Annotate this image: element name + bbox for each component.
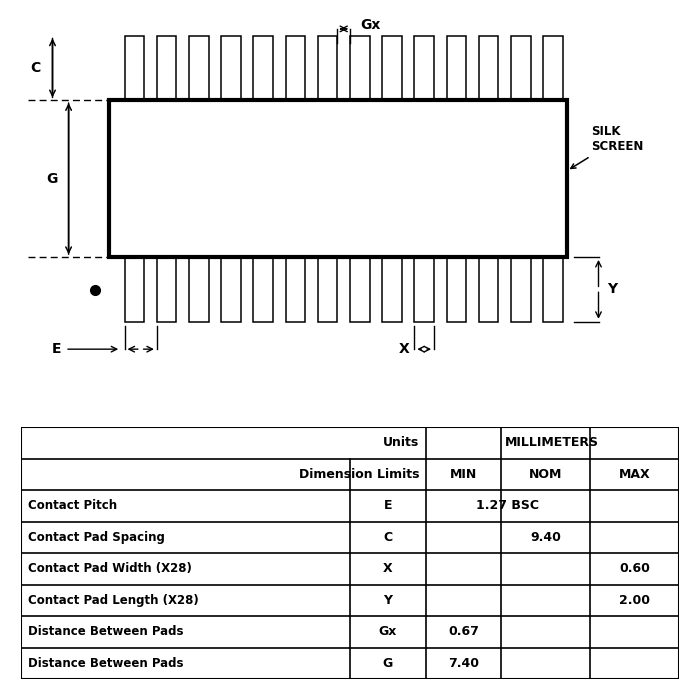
Bar <box>447 257 466 322</box>
Bar <box>157 36 176 100</box>
Text: Gx: Gx <box>379 625 397 638</box>
Bar <box>286 36 305 100</box>
Bar <box>350 257 370 322</box>
Text: Y: Y <box>384 594 392 607</box>
Text: E: E <box>52 342 62 356</box>
Text: MILLIMETERS: MILLIMETERS <box>505 436 599 449</box>
Bar <box>318 257 337 322</box>
Text: MAX: MAX <box>619 468 650 481</box>
Text: Y: Y <box>608 282 617 296</box>
Bar <box>543 36 563 100</box>
Text: X: X <box>399 342 409 356</box>
Text: 9.40: 9.40 <box>531 531 561 544</box>
Bar <box>511 257 531 322</box>
Text: Contact Pad Length (X28): Contact Pad Length (X28) <box>27 594 198 607</box>
Text: 0.67: 0.67 <box>448 625 479 638</box>
Text: 7.40: 7.40 <box>448 657 479 670</box>
Text: 1.27 BSC: 1.27 BSC <box>477 499 540 512</box>
Bar <box>108 100 567 257</box>
Text: Distance Between Pads: Distance Between Pads <box>27 657 183 670</box>
Bar <box>189 257 209 322</box>
Text: X: X <box>383 562 393 575</box>
Bar <box>479 257 498 322</box>
Bar <box>382 257 402 322</box>
Bar <box>125 36 144 100</box>
Bar <box>318 36 337 100</box>
Text: Gx: Gx <box>360 18 381 32</box>
Bar <box>447 36 466 100</box>
Text: Contact Pitch: Contact Pitch <box>27 499 117 512</box>
Text: SILK
SCREEN: SILK SCREEN <box>570 125 644 169</box>
Bar <box>511 36 531 100</box>
Text: Contact Pad Width (X28): Contact Pad Width (X28) <box>27 562 192 575</box>
Text: Units: Units <box>383 436 419 449</box>
Bar <box>125 257 144 322</box>
Bar <box>221 36 241 100</box>
Bar <box>382 36 402 100</box>
Bar <box>221 257 241 322</box>
Text: Contact Pad Spacing: Contact Pad Spacing <box>27 531 164 544</box>
Text: Dimension Limits: Dimension Limits <box>299 468 419 481</box>
Text: C: C <box>384 531 393 544</box>
Bar <box>253 36 273 100</box>
Bar <box>543 257 563 322</box>
Text: G: G <box>47 172 58 186</box>
Text: G: G <box>383 657 393 670</box>
Text: C: C <box>30 61 41 75</box>
Bar <box>479 36 498 100</box>
Text: 2.00: 2.00 <box>619 594 650 607</box>
Bar <box>286 257 305 322</box>
Text: NOM: NOM <box>529 468 562 481</box>
Text: MIN: MIN <box>450 468 477 481</box>
Bar <box>350 36 370 100</box>
Bar <box>414 257 434 322</box>
Bar <box>414 36 434 100</box>
Bar <box>157 257 176 322</box>
Bar <box>189 36 209 100</box>
Bar <box>253 257 273 322</box>
Text: E: E <box>384 499 392 512</box>
Text: Distance Between Pads: Distance Between Pads <box>27 625 183 638</box>
Text: 0.60: 0.60 <box>619 562 650 575</box>
